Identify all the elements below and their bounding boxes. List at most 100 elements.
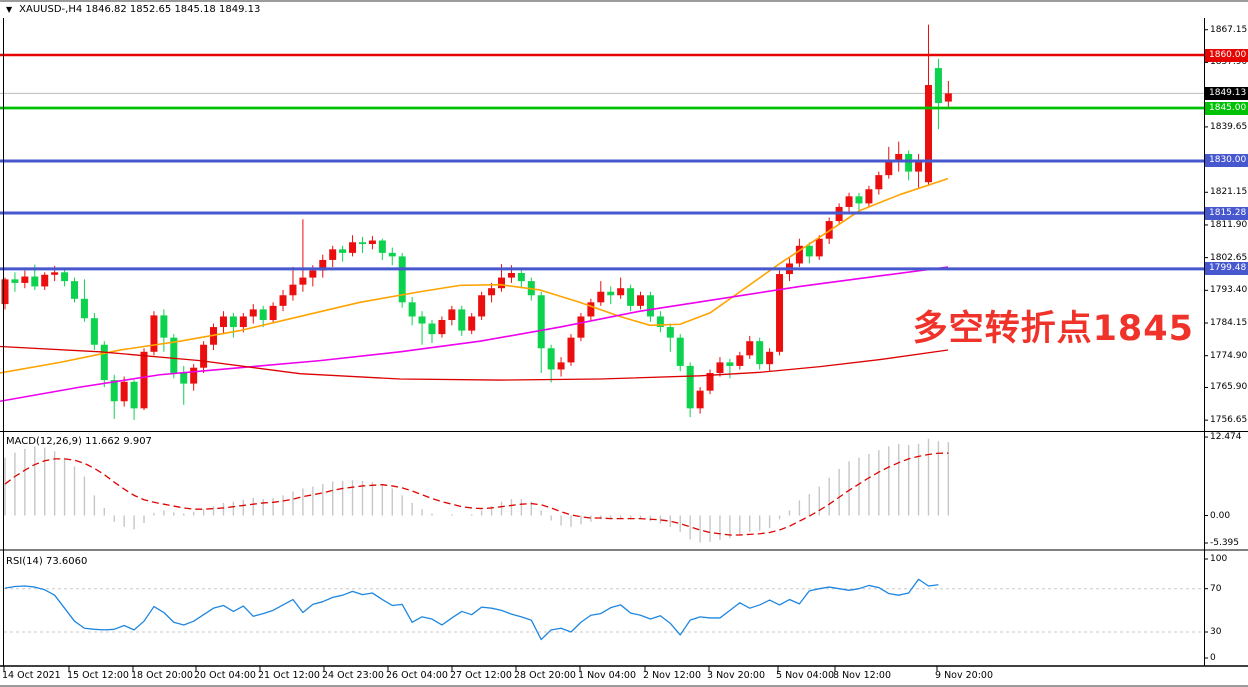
- candle-body: [865, 189, 873, 204]
- price-badge-1815.28: 1815.28: [1205, 206, 1248, 220]
- candle-body: [587, 302, 595, 317]
- window-top-edge: [0, 0, 1248, 2]
- date-label: 1 Nov 04:00: [578, 670, 637, 681]
- date-label: 27 Oct 12:00: [450, 670, 512, 681]
- rsi-axis-label: 100: [1210, 554, 1228, 564]
- candle-body: [726, 362, 734, 366]
- candle-body: [537, 295, 545, 349]
- rsi-axis-label: 30: [1210, 627, 1222, 637]
- candle-body: [597, 291, 605, 303]
- candle-body: [448, 309, 456, 320]
- price-axis-label: 1756.65: [1210, 415, 1248, 426]
- date-label: 5 Nov 04:00: [776, 670, 835, 681]
- candle-body: [378, 240, 386, 253]
- price-badge-1830.00: 1830.00: [1205, 154, 1248, 168]
- price-badge-1860.00: 1860.00: [1205, 48, 1248, 62]
- rsi-axis-label: 70: [1210, 583, 1222, 594]
- candle-body: [200, 344, 208, 368]
- candle-body: [269, 305, 277, 320]
- candle-body: [756, 341, 764, 365]
- candle-body: [71, 281, 79, 299]
- date-label: 21 Oct 12:00: [258, 670, 320, 681]
- candle-body: [428, 323, 436, 335]
- candle-body: [190, 367, 198, 384]
- macd-histogram: [4, 438, 950, 543]
- price-axis-label: 1839.65: [1210, 121, 1248, 132]
- candle-body: [915, 160, 923, 172]
- ma-orange-line: [0, 177, 949, 374]
- candle-body: [855, 196, 863, 204]
- chart-title-bar: ▼ XAUUSD-,H4 1846.82 1852.65 1845.18 184…: [6, 4, 260, 15]
- symbol-dropdown-icon[interactable]: ▼: [6, 4, 13, 14]
- candle-body: [388, 252, 396, 257]
- candle-body: [1, 279, 9, 305]
- candle-body: [349, 242, 357, 253]
- price-axis-label: 1774.90: [1210, 350, 1248, 361]
- candle-body: [160, 315, 168, 338]
- candle-body: [607, 291, 615, 296]
- candle-body: [229, 316, 237, 328]
- price-axis-label: 1857.90: [1210, 57, 1248, 68]
- candle-body: [100, 344, 108, 381]
- date-label: 3 Nov 20:00: [707, 670, 766, 681]
- candle-body: [61, 272, 69, 282]
- candle-body: [845, 196, 853, 207]
- date-label: 14 Oct 2021: [2, 670, 61, 681]
- price-axis-label: 1784.15: [1210, 318, 1248, 328]
- candle-body: [408, 302, 416, 317]
- window-bottom-edge: [0, 685, 1248, 687]
- rsi-axis-label: 0: [1210, 653, 1216, 663]
- candle-body: [686, 365, 694, 409]
- candle-body: [617, 288, 625, 296]
- date-label: 2 Nov 12:00: [643, 670, 702, 681]
- candle-body: [776, 274, 784, 352]
- candle-body: [627, 288, 635, 306]
- candle-body: [885, 160, 893, 176]
- candle-body: [825, 221, 833, 239]
- candle-body: [666, 327, 674, 338]
- candle-body: [458, 309, 466, 331]
- candle-body: [815, 238, 823, 257]
- price-axis-label: 1802.65: [1210, 252, 1248, 263]
- candle-body: [557, 362, 565, 370]
- candle-body: [676, 337, 684, 366]
- candle-body: [31, 276, 39, 287]
- candle-body: [746, 341, 754, 356]
- candle-body: [21, 276, 29, 283]
- candle-body: [468, 316, 476, 331]
- candle-body: [478, 295, 486, 317]
- macd-indicator-label: MACD(12,26,9) 11.662 9.907: [6, 436, 152, 447]
- candle-body: [795, 245, 803, 264]
- candle-body: [905, 153, 913, 172]
- macd-signal-line: [4, 452, 949, 536]
- candle-body: [488, 288, 496, 296]
- candle-body: [249, 309, 257, 317]
- candle-body: [696, 390, 704, 409]
- rsi-line: [4, 578, 939, 641]
- candle-body: [418, 316, 426, 324]
- annotation-text[interactable]: 多空转折点1845: [912, 309, 1194, 349]
- candle-body: [309, 270, 317, 278]
- date-label: 26 Oct 04:00: [386, 670, 448, 681]
- candle-body: [944, 93, 952, 102]
- macd-axis-label: 12.474: [1210, 432, 1242, 443]
- macd-axis-label: -5.395: [1210, 538, 1240, 548]
- price-axis-label: 1765.90: [1210, 382, 1248, 393]
- rsi-indicator-label: RSI(14) 73.6060: [6, 556, 88, 567]
- candle-body: [716, 362, 724, 373]
- price-badge-1849.13: 1849.13: [1205, 86, 1248, 100]
- candle-body: [120, 381, 128, 402]
- date-label: 24 Oct 23:00: [322, 670, 384, 681]
- candle-body: [11, 279, 19, 283]
- candle-body: [170, 337, 178, 373]
- date-label: 8 Nov 12:00: [833, 670, 892, 681]
- candles: [1, 24, 952, 420]
- date-label: 28 Oct 20:00: [514, 670, 576, 681]
- candle-body: [329, 249, 337, 260]
- candle-body: [219, 316, 227, 328]
- candle-body: [438, 319, 446, 335]
- candle-body: [507, 273, 515, 278]
- candle-body: [567, 337, 575, 363]
- candle-body: [259, 309, 267, 320]
